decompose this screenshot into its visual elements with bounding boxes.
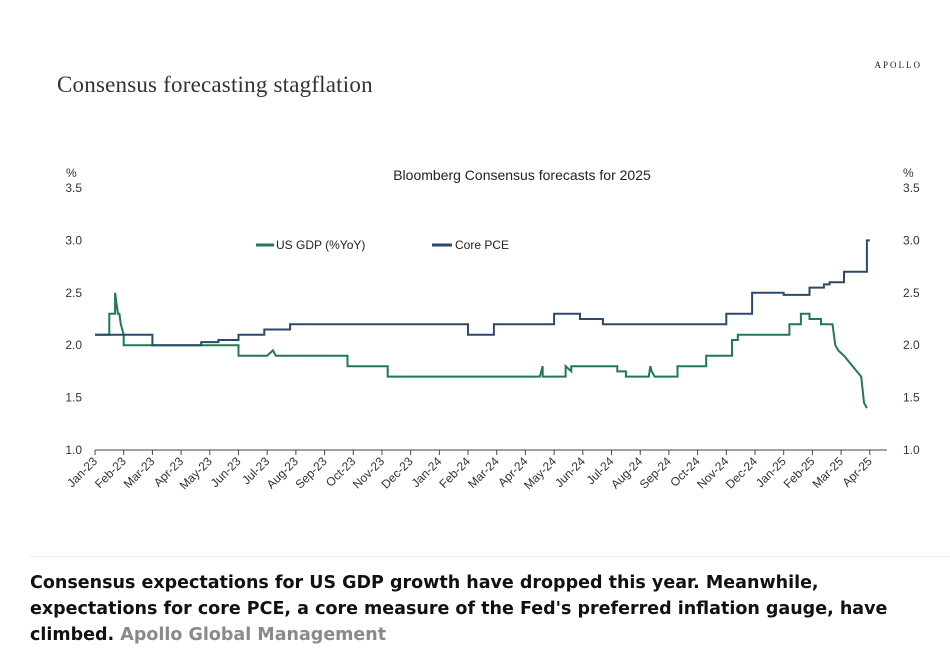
caption: Consensus expectations for US GDP growth… — [30, 570, 935, 648]
x-tick-label: Mar-23 — [121, 454, 158, 491]
legend-gdp-label: US GDP (%YoY) — [276, 238, 365, 252]
apollo-logo: APOLLO — [874, 60, 922, 70]
x-tick-label: Feb-25 — [781, 454, 818, 491]
chart-card: APOLLO Consensus forecasting stagflation… — [57, 60, 922, 493]
series-line-us-gdp — [95, 292, 868, 409]
legend-pce-label: Core PCE — [455, 238, 509, 252]
left-axis-unit: % — [66, 166, 77, 180]
x-tick-label: Mar-24 — [465, 454, 502, 491]
y-tick-label-right: 2.5 — [903, 286, 920, 300]
right-y-axis: 1.0 1.5 2.0 2.5 3.0 3.5 — [903, 181, 920, 457]
x-tick-label: May-23 — [177, 454, 215, 492]
y-tick-label-right: 3.0 — [903, 233, 920, 247]
right-axis-unit: % — [903, 166, 914, 180]
x-tick-label: May-24 — [521, 454, 559, 492]
x-tick-label: Dec-23 — [379, 454, 416, 491]
y-tick-label-left: 3.5 — [65, 181, 82, 195]
y-tick-label-right: 2.0 — [903, 338, 920, 352]
x-tick-label: Sep-23 — [292, 454, 329, 491]
y-tick-label-left: 3.0 — [65, 233, 82, 247]
y-tick-label-left: 2.5 — [65, 286, 82, 300]
line-chart: Bloomberg Consensus forecasts for 2025 %… — [64, 166, 920, 492]
chart-main-title: Consensus forecasting stagflation — [57, 72, 373, 97]
x-tick-label: Jun-23 — [208, 454, 244, 490]
x-tick-label: Feb-23 — [92, 454, 129, 491]
x-axis: Jan-23Feb-23Mar-23Apr-23May-23Jun-23Jul-… — [64, 450, 875, 492]
x-tick-label: Apr-25 — [840, 454, 876, 490]
caption-divider — [30, 556, 950, 557]
caption-source-link[interactable]: Apollo Global Management — [120, 625, 387, 645]
chart-subtitle: Bloomberg Consensus forecasts for 2025 — [393, 167, 651, 183]
y-tick-label-right: 3.5 — [903, 181, 920, 195]
x-tick-label: Feb-24 — [436, 454, 473, 491]
series-line-core-pce — [95, 239, 870, 347]
x-tick-label: Jun-24 — [552, 454, 588, 490]
legend: US GDP (%YoY) Core PCE — [256, 238, 509, 252]
y-tick-label-left: 2.0 — [65, 338, 82, 352]
x-tick-label: Dec-24 — [723, 454, 760, 491]
x-tick-label: Mar-25 — [809, 454, 846, 491]
left-y-axis: 1.0 1.5 2.0 2.5 3.0 3.5 — [65, 181, 82, 457]
x-tick-label: Sep-24 — [637, 454, 674, 491]
series-lines — [95, 239, 870, 409]
caption-text: Consensus expectations for US GDP growth… — [30, 573, 888, 645]
y-tick-label-left: 1.5 — [65, 391, 82, 405]
y-tick-label-right: 1.5 — [903, 391, 920, 405]
y-tick-label-right: 1.0 — [903, 443, 920, 457]
y-tick-label-left: 1.0 — [65, 443, 82, 457]
